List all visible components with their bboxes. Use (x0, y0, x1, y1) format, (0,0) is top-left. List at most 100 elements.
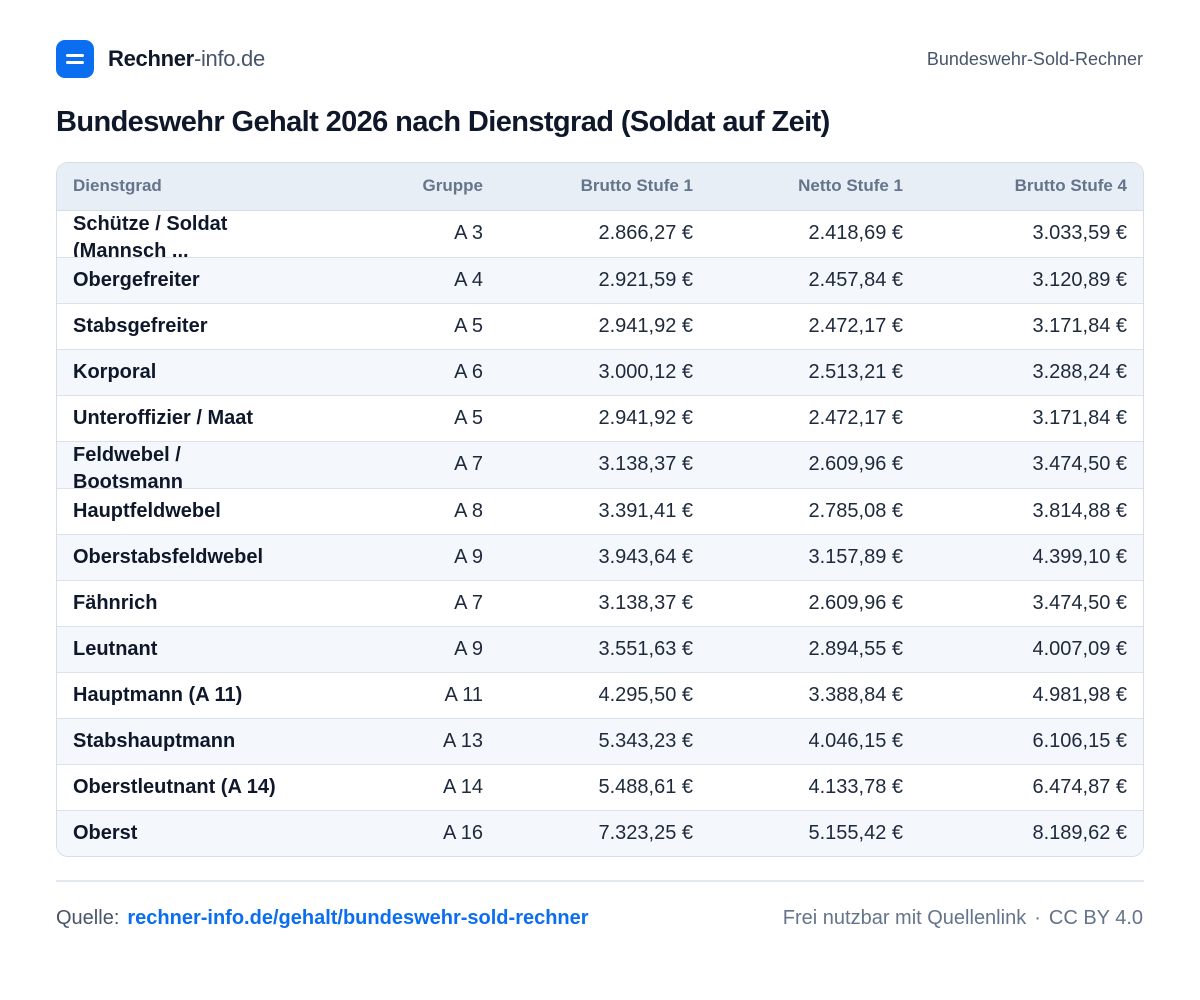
source-label: Quelle: (56, 907, 120, 929)
brutto-stufe-4-cell: 4.399,10 € (919, 533, 1143, 580)
dienstgrad-cell: Korporal (57, 348, 283, 395)
netto-stufe-1-cell: 2.894,55 € (709, 625, 919, 672)
brutto-stufe-1-cell: 3.391,41 € (499, 487, 709, 534)
brutto-stufe-4-cell: 3.171,84 € (919, 302, 1143, 349)
dienstgrad-cell: Obergefreiter (57, 256, 283, 303)
netto-stufe-1-cell: 2.472,17 € (709, 302, 919, 349)
gruppe-cell: A 4 (283, 256, 499, 303)
table-row: Oberstleutnant (A 14) A 14 5.488,61 €4.133… (57, 763, 1143, 810)
calculator-logo-icon (56, 40, 94, 78)
netto-stufe-1-cell: 4.133,78 € (709, 763, 919, 810)
brutto-stufe-1-cell: 2.941,92 € (499, 302, 709, 349)
brand[interactable]: Rechner-info.de (56, 40, 265, 78)
dienstgrad-cell: Oberstleutnant (A 14) (57, 763, 283, 810)
gruppe-cell: A 5 (283, 394, 499, 441)
gruppe-cell: A 16 (283, 809, 499, 856)
table-row: Stabshauptmann A 13 5.343,23 €4.046,15 €6.… (57, 717, 1143, 764)
table-row: Feldwebel / Bootsmann A 7 3.138,37 €2.609,… (57, 440, 1143, 488)
brutto-stufe-1-cell: 5.343,23 € (499, 717, 709, 764)
dienstgrad-text: Obergefreiter (73, 268, 200, 291)
dienstgrad-cell: Hauptmann (A 11) (57, 671, 283, 718)
gruppe-cell: A 7 (283, 440, 499, 488)
dienstgrad-text: Oberst (73, 821, 138, 844)
brand-name-bold: Rechner (108, 46, 194, 71)
brutto-stufe-1-cell: 3.943,64 € (499, 533, 709, 580)
table-row: Fähnrich A 7 3.138,37 €2.609,96 €3.474,50 … (57, 579, 1143, 626)
dienstgrad-text: Stabshauptmann (73, 729, 236, 752)
dienstgrad-cell: Oberstabsfeldwebel (57, 533, 283, 580)
dienstgrad-text: Korporal (73, 360, 157, 383)
brutto-stufe-1-cell: 4.295,50 € (499, 671, 709, 718)
gruppe-cell: A 11 (283, 671, 499, 718)
brutto-stufe-4-cell: 6.474,87 € (919, 763, 1143, 810)
footer-source: Quelle: rechner-info.de/gehalt/bundeswehr… (56, 907, 589, 930)
brutto-stufe-4-cell: 3.171,84 € (919, 394, 1143, 441)
table-row: Leutnant A 9 3.551,63 €2.894,55 €4.007,09 … (57, 625, 1143, 672)
dienstgrad-cell: Hauptfeldwebel (57, 487, 283, 534)
gruppe-cell: A 7 (283, 579, 499, 626)
dienstgrad-cell: Unteroffizier / Maat (57, 394, 283, 441)
netto-stufe-1-cell: 2.609,96 € (709, 440, 919, 488)
netto-stufe-1-cell: 3.157,89 € (709, 533, 919, 580)
dienstgrad-text: Schütze / Soldat (Mannsch ... (73, 212, 228, 257)
license-badge: CC BY 4.0 (1048, 907, 1143, 929)
table-row: Schütze / Soldat (Mannsch ... A 3 2.866,27… (57, 210, 1143, 257)
brutto-stufe-4-cell: 6.106,15 € (919, 717, 1143, 764)
dienstgrad-cell: Schütze / Soldat (Mannsch ... (57, 210, 283, 257)
footer-license: Frei nutzbar mit Quellenlink · CC BY 4.0 (783, 907, 1143, 930)
table-row: Unteroffizier / Maat A 5 2.941,92 €2.472,1… (57, 394, 1143, 441)
table-header-row: Dienstgrad Gruppe Brutto Stufe 1 Netto S… (57, 163, 1143, 211)
gruppe-cell: A 8 (283, 487, 499, 534)
brand-name-light: -info.de (193, 46, 265, 71)
page-title: Bundeswehr Gehalt 2026 nach Dienstgrad (… (56, 106, 830, 138)
netto-stufe-1-cell: 4.046,15 € (709, 717, 919, 764)
netto-stufe-1-cell: 2.609,96 € (709, 579, 919, 626)
gruppe-cell: A 9 (283, 533, 499, 580)
dienstgrad-cell: Feldwebel / Bootsmann (57, 440, 283, 488)
dienstgrad-text: Feldwebel / Bootsmann (73, 443, 183, 488)
brutto-stufe-4-cell: 3.288,24 € (919, 348, 1143, 395)
column-header-brutto-stufe-1: Brutto Stufe 1 (499, 163, 709, 211)
table-row: Obergefreiter A 4 2.921,59 €2.457,84 €3.12… (57, 256, 1143, 303)
gruppe-cell: A 14 (283, 763, 499, 810)
brutto-stufe-1-cell: 7.323,25 € (499, 809, 709, 856)
netto-stufe-1-cell: 2.785,08 € (709, 487, 919, 534)
table-row: Oberst A 16 7.323,25 €5.155,42 €8.189,62 € (57, 809, 1143, 856)
source-link[interactable]: rechner-info.de/gehalt/bundeswehr-sold-r… (127, 907, 589, 929)
brand-name: Rechner-info.de (108, 46, 265, 72)
license-text: Frei nutzbar mit Quellenlink (782, 907, 1027, 929)
dienstgrad-text: Hauptmann (A 11) (73, 683, 243, 706)
brutto-stufe-1-cell: 3.138,37 € (499, 440, 709, 488)
netto-stufe-1-cell: 2.513,21 € (709, 348, 919, 395)
brutto-stufe-4-cell: 3.120,89 € (919, 256, 1143, 303)
brutto-stufe-1-cell: 2.866,27 € (598, 222, 693, 244)
netto-stufe-1-cell: 3.388,84 € (709, 671, 919, 718)
table-row: Stabsgefreiter A 5 2.941,92 €2.472,17 €3.1… (57, 302, 1143, 349)
column-header-netto-stufe-1: Netto Stufe 1 (709, 163, 919, 211)
dienstgrad-text: Stabsgefreiter (73, 314, 208, 337)
netto-stufe-1-cell: 2.472,17 € (709, 394, 919, 441)
dienstgrad-text: Oberstabsfeldwebel (73, 545, 264, 568)
footer-divider (56, 880, 1144, 882)
brutto-stufe-1-cell: 3.551,63 € (499, 625, 709, 672)
dienstgrad-text: Hauptfeldwebel (73, 499, 221, 522)
brutto-stufe-1-cell: 2.921,59 € (499, 256, 709, 303)
footer-separator: · (1034, 907, 1041, 929)
dienstgrad-cell: Oberst (57, 809, 283, 856)
column-header-brutto-stufe-4: Brutto Stufe 4 (919, 163, 1143, 211)
brutto-stufe-4-cell: 3.814,88 € (919, 487, 1143, 534)
brutto-stufe-1-cell: 3.138,37 € (499, 579, 709, 626)
brutto-stufe-4-cell: 4.007,09 € (919, 625, 1143, 672)
gruppe-cell: A 13 (283, 717, 499, 764)
table-row: Hauptfeldwebel A 8 3.391,41 €2.785,08 €3.8… (57, 487, 1143, 534)
brutto-stufe-4-cell: 3.474,50 € (919, 440, 1143, 488)
netto-stufe-1-cell: 2.457,84 € (709, 256, 919, 303)
column-header-gruppe: Gruppe (283, 163, 499, 211)
salary-table: Dienstgrad Gruppe Brutto Stufe 1 Netto S… (57, 163, 1143, 856)
brutto-stufe-4-cell: 3.474,50 € (919, 579, 1143, 626)
brutto-stufe-1-cell: 2.941,92 € (499, 394, 709, 441)
dienstgrad-text: Unteroffizier / Maat (73, 406, 254, 429)
salary-table-card: Dienstgrad Gruppe Brutto Stufe 1 Netto S… (56, 162, 1144, 857)
gruppe-cell: A 5 (283, 302, 499, 349)
brutto-stufe-1-cell: 3.000,12 € (499, 348, 709, 395)
